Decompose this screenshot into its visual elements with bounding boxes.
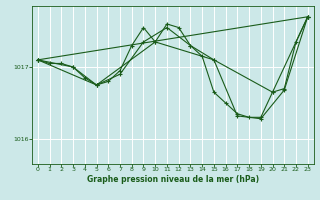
X-axis label: Graphe pression niveau de la mer (hPa): Graphe pression niveau de la mer (hPa) (87, 175, 259, 184)
